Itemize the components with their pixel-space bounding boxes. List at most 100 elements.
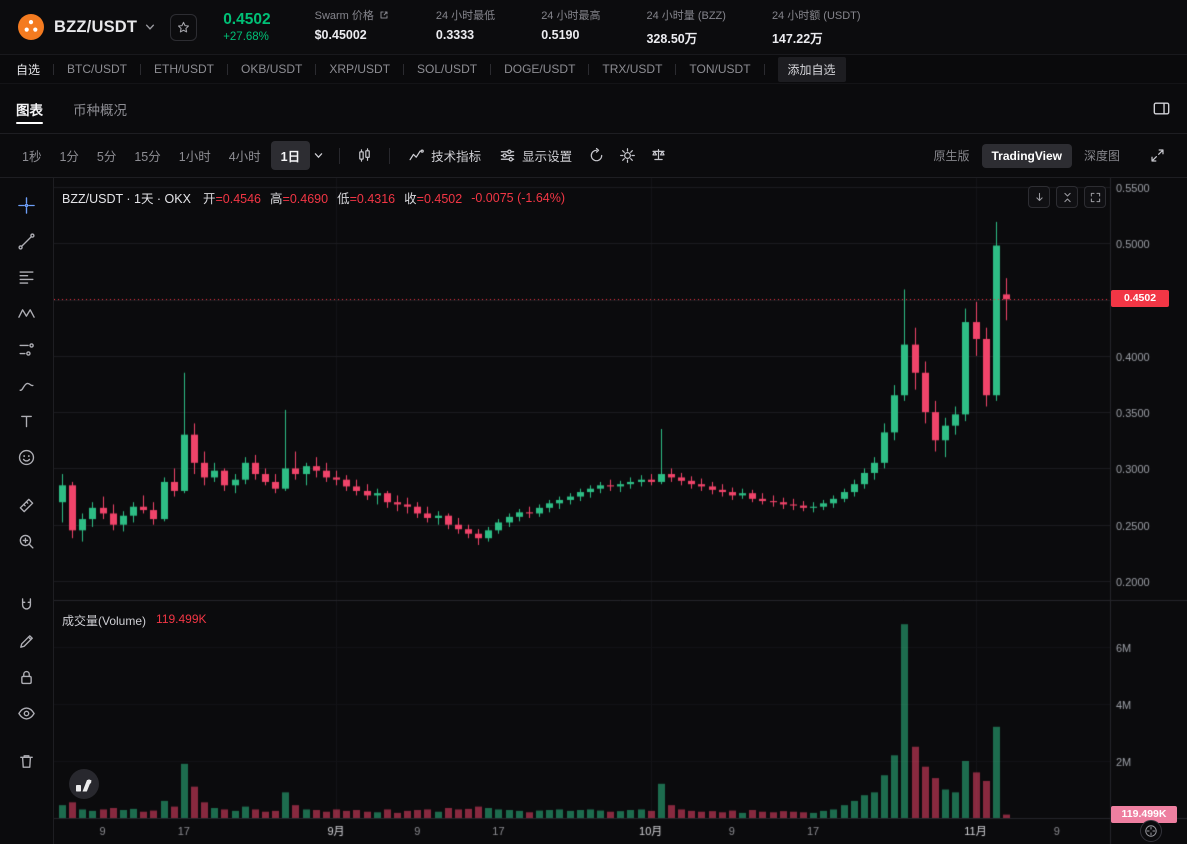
zoom-in-button[interactable] bbox=[9, 524, 45, 559]
trend-line-icon bbox=[18, 233, 35, 250]
pair-title[interactable]: BZZ/USDT bbox=[54, 17, 138, 36]
fib-retracement-button[interactable] bbox=[9, 260, 45, 295]
pair-tab[interactable]: OKB/USDT bbox=[241, 62, 303, 76]
scale-icon bbox=[652, 149, 665, 161]
trend-line-button[interactable] bbox=[9, 224, 45, 259]
candle-style-icon bbox=[359, 148, 370, 162]
pencil-icon bbox=[20, 635, 33, 648]
add-favorite-button[interactable]: 添加自选 bbox=[777, 56, 846, 82]
pair-tab[interactable]: ETH/USDT bbox=[154, 62, 215, 76]
view-tab[interactable]: 币种概况 bbox=[73, 102, 127, 118]
text-tool-button[interactable] bbox=[9, 404, 45, 439]
timeframe-button[interactable]: 1分 bbox=[51, 141, 86, 170]
zoom-in-icon bbox=[19, 534, 34, 549]
remove-all-button[interactable] bbox=[9, 744, 45, 779]
fullscreen-icon bbox=[1151, 149, 1164, 162]
stat-value: $0.45002 bbox=[314, 28, 367, 42]
price-axis-chip: 0.4502 bbox=[1111, 290, 1169, 308]
pairs-bar: 自选 BTC/USDT ETH/USDT OKB/USDT XRP/USDT SOL/U… bbox=[0, 55, 1187, 84]
crosshair-icon bbox=[18, 197, 35, 214]
timeframe-dropdown-chevron-icon[interactable] bbox=[313, 150, 324, 161]
timeframe-button[interactable]: 1小时 bbox=[171, 141, 219, 170]
timeframe-button[interactable]: 15分 bbox=[126, 141, 168, 170]
pair-divider bbox=[315, 63, 317, 75]
ohlc-value: =0.4546 bbox=[215, 192, 262, 206]
timeframe-button[interactable]: 4小时 bbox=[221, 141, 269, 170]
drawing-mode-button[interactable] bbox=[9, 624, 45, 659]
ohlc-label: 开 bbox=[202, 192, 216, 206]
chart-canvas[interactable] bbox=[54, 178, 1187, 844]
scale-button[interactable] bbox=[643, 143, 674, 168]
view-tab[interactable]: 图表 bbox=[16, 84, 43, 133]
maximize-icon bbox=[1090, 192, 1100, 202]
toolbar-right-group: 原生版 TradingView 深度图 bbox=[924, 142, 1174, 169]
candle-style-button[interactable] bbox=[349, 143, 380, 168]
pairs-list: BTC/USDT ETH/USDT OKB/USDT XRP/USDT SOL/USDT… bbox=[40, 62, 778, 76]
pair-chevron-down-icon[interactable] bbox=[144, 21, 156, 33]
lock-all-button[interactable] bbox=[9, 660, 45, 695]
chart-toolbar: 1秒 1分 5分 15分 1小时 4小时 1日 技术指标 显示设置 bbox=[0, 134, 1187, 178]
view-tabs-list: 图表 币种概况 bbox=[16, 84, 127, 133]
reset-view-button[interactable] bbox=[1140, 820, 1162, 842]
chart-mode-tab[interactable]: 原生版 bbox=[933, 149, 970, 163]
fullscreen-button[interactable] bbox=[1142, 143, 1173, 168]
stat-label: 24 小时额 (USDT) bbox=[771, 10, 861, 22]
pair-tab[interactable]: BTC/USDT bbox=[67, 62, 128, 76]
xabcd-pattern-icon bbox=[18, 309, 35, 318]
gear-icon bbox=[620, 148, 636, 163]
indicators-icon bbox=[409, 149, 424, 161]
pair-divider bbox=[490, 63, 492, 75]
last-price: 0.4502 bbox=[223, 11, 271, 28]
timeframe-button[interactable]: 1秒 bbox=[14, 141, 49, 170]
favorites-tab[interactable]: 自选 bbox=[16, 62, 41, 77]
pair-tab[interactable]: SOL/USDT bbox=[417, 62, 478, 76]
ohlc-value: =0.4690 bbox=[282, 192, 329, 206]
pair-tab[interactable]: DOGE/USDT bbox=[504, 62, 576, 76]
ohlc-change: -0.0075 (-1.64%) bbox=[471, 190, 566, 205]
cursor-crosshair-button[interactable] bbox=[9, 188, 45, 223]
external-link-icon bbox=[380, 11, 388, 19]
timeframe-button[interactable]: 5分 bbox=[89, 141, 124, 170]
prediction-button[interactable] bbox=[9, 332, 45, 367]
price-change: +27.68% bbox=[223, 31, 269, 43]
magnet-button[interactable] bbox=[9, 588, 45, 623]
pair-divider bbox=[53, 63, 55, 75]
measure-button[interactable] bbox=[9, 488, 45, 523]
pair-divider bbox=[140, 63, 142, 75]
favorite-star-button[interactable] bbox=[170, 13, 198, 41]
display-settings-button[interactable]: 显示设置 bbox=[490, 142, 581, 169]
chart-mode-tab[interactable]: TradingView bbox=[981, 143, 1072, 168]
pane-move-down-button[interactable] bbox=[1028, 186, 1050, 208]
prediction-icon bbox=[19, 343, 34, 356]
timeframe-button[interactable]: 1日 bbox=[270, 141, 311, 170]
volume-legend-value: 119.499K bbox=[156, 612, 207, 626]
stat-value: 0.5190 bbox=[541, 28, 580, 42]
pane-maximize-button[interactable] bbox=[1084, 186, 1106, 208]
pair-tab[interactable]: XRP/USDT bbox=[329, 62, 391, 76]
pair-tab[interactable]: TRX/USDT bbox=[602, 62, 663, 76]
pair-tab[interactable]: TON/USDT bbox=[689, 62, 751, 76]
toolbar-divider bbox=[339, 147, 341, 164]
fib-retracement-icon bbox=[19, 271, 34, 284]
indicators-button[interactable]: 技术指标 bbox=[399, 142, 490, 169]
ohlc-item: 收=0.4502 bbox=[404, 192, 462, 206]
chart-settings-button[interactable] bbox=[612, 143, 643, 168]
replay-button[interactable] bbox=[581, 143, 612, 168]
replay-icon bbox=[590, 147, 603, 162]
panel-toggle-icon[interactable] bbox=[1152, 99, 1171, 118]
chart-mode-tab[interactable]: 深度图 bbox=[1083, 149, 1120, 163]
stat-value: 328.50万 bbox=[646, 32, 698, 46]
brush-button[interactable] bbox=[9, 368, 45, 403]
pane-collapse-button[interactable] bbox=[1056, 186, 1078, 208]
arrow-down-icon bbox=[1035, 192, 1043, 201]
ohlc-value: =0.4502 bbox=[416, 192, 463, 206]
stickers-button[interactable] bbox=[9, 440, 45, 475]
ohlc-label: 低 bbox=[337, 192, 350, 206]
hide-all-button[interactable] bbox=[9, 696, 45, 731]
header-stat: Swarm 价格 $0.45002 bbox=[315, 7, 390, 47]
tradingview-logo[interactable] bbox=[68, 768, 100, 805]
indicators-label: 技术指标 bbox=[431, 150, 482, 164]
patterns-button[interactable] bbox=[9, 296, 45, 331]
chart-workspace: BZZ/USDT · 1天 · OKX 开=0.4546 高=0.4690 低=0.… bbox=[0, 178, 1187, 844]
